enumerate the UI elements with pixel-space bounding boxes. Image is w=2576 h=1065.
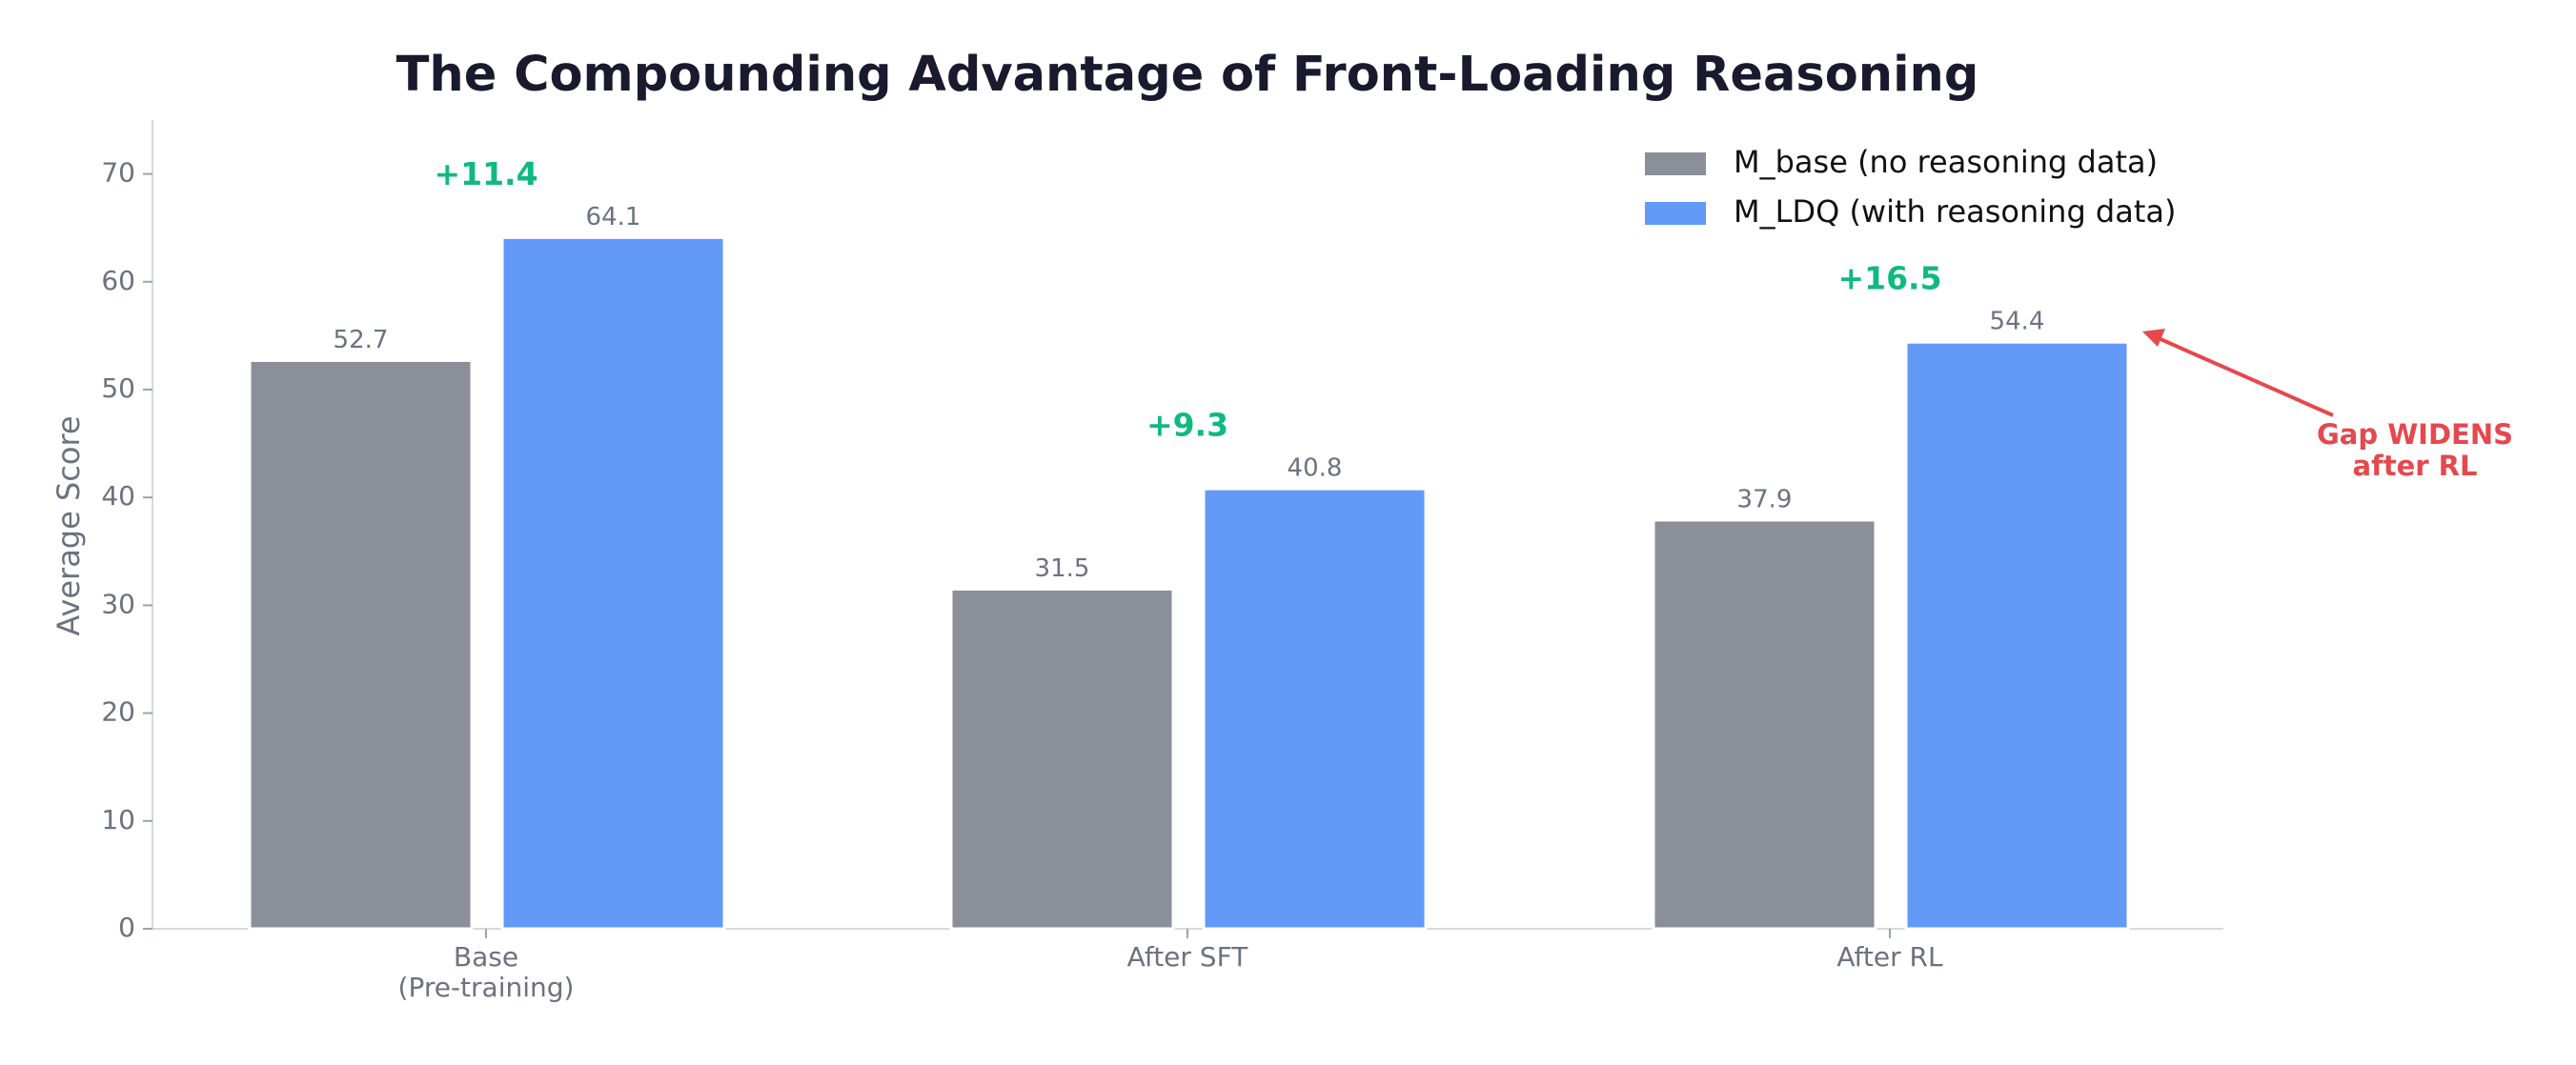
x-tick-label-box: After SFT [1126,942,1248,973]
y-tick-label: 30 [101,588,135,619]
bar [1652,518,1877,931]
value-label: 52.7 [334,326,389,354]
bar [500,235,726,931]
value-label: 64.1 [586,203,641,231]
bar [1904,340,2130,931]
annotation-arrow [2151,333,2334,417]
value-label: 31.5 [1035,554,1090,583]
legend-label: M_base (no reasoning data) [1734,144,2158,180]
difference-label: +9.3 [1146,407,1228,444]
y-tick-label: 10 [101,804,135,835]
x-tick-label: Base (Pre-training) [397,942,575,1004]
x-tick-label-box: Base (Pre-training) [397,942,575,1004]
annotation-box: Gap WIDENS after RL [2316,419,2514,483]
difference-label: +11.4 [434,155,538,192]
difference-label: +16.5 [1837,260,1941,297]
x-tick-label-box: After RL [1836,942,1943,973]
value-label: 54.4 [1990,308,2045,336]
x-tick-label: After RL [1836,942,1943,973]
value-label: 37.9 [1737,485,1793,513]
bar [1202,487,1428,931]
legend-swatch [1645,202,1706,225]
legend-swatch [1645,152,1706,175]
y-tick-label: 60 [101,265,135,296]
legend-label: M_LDQ (with reasoning data) [1734,193,2176,230]
x-tick-label: After SFT [1126,942,1248,973]
value-label: 40.8 [1288,454,1343,483]
y-tick-label: 20 [101,696,135,728]
y-tick-label: 70 [101,157,135,189]
y-tick-label: 40 [101,480,135,512]
bar [248,358,474,931]
arrow-head [2142,329,2165,347]
chart-title: The Compounding Advantage of Front-Loadi… [396,47,1979,103]
bar [949,587,1175,931]
y-tick-label: 0 [118,912,135,943]
y-tick-label: 50 [101,372,135,404]
annotation: Gap WIDENS after RL [2316,419,2514,483]
y-axis-label: Average Score [51,415,87,635]
